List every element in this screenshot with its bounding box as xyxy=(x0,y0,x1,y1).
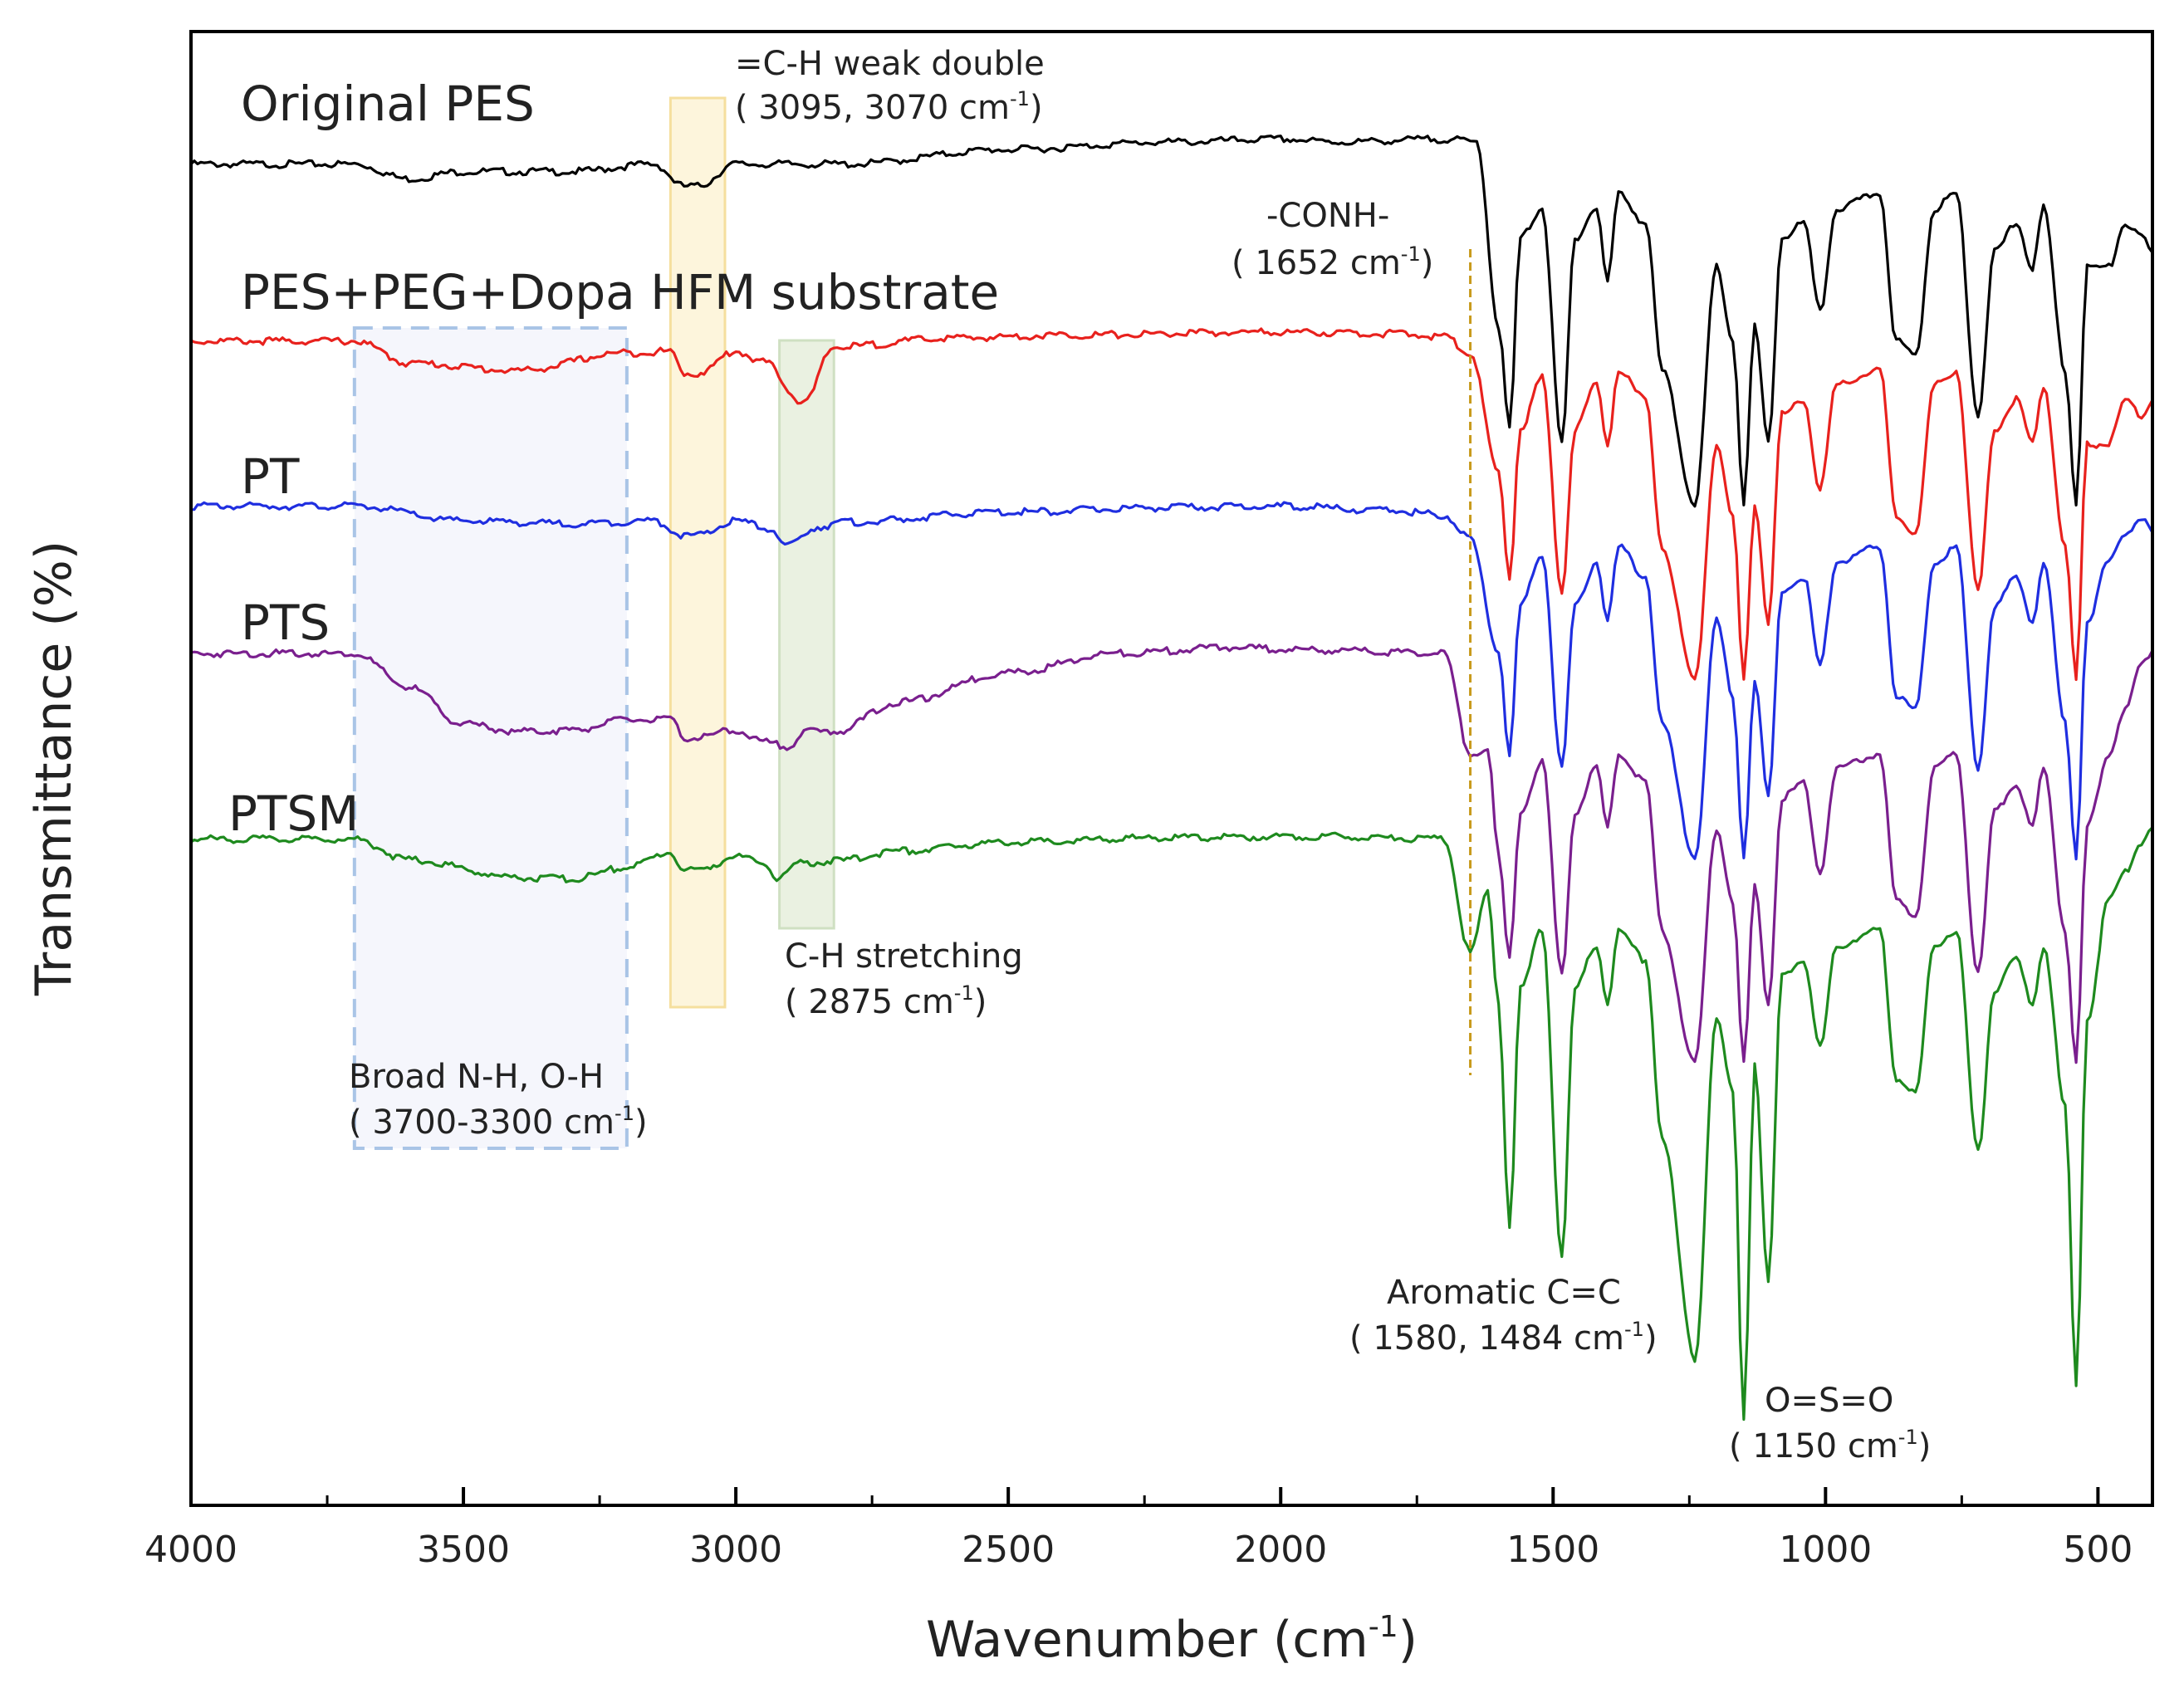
series-label-pt: PT xyxy=(241,448,300,505)
annotation-oso-line1: O=S=O xyxy=(1765,1382,1893,1420)
x-tick-label: 3500 xyxy=(417,1529,510,1571)
annotation-conh-line1: -CONH- xyxy=(1266,197,1389,235)
x-tick-label: 1000 xyxy=(1779,1529,1872,1571)
annotation-nh-oh-line1: Broad N-H, O-H xyxy=(349,1058,604,1096)
series-line-ptsm xyxy=(190,826,2154,1421)
plot-frame xyxy=(189,30,2154,1507)
series-label-pes-peg-dopa: PES+PEG+Dopa HFM substrate xyxy=(241,264,999,320)
x-ticks: 4000 3500 3000 2500 2000 1500 1000 500 xyxy=(144,1487,2133,1571)
series-label-ptsm: PTSM xyxy=(228,785,359,842)
series-line-pt xyxy=(190,501,2154,861)
x-tick-label: 4000 xyxy=(144,1529,237,1571)
annotation-aromatic-line2: ( 1580, 1484 cm-1) xyxy=(1349,1318,1658,1358)
annotation-ch-weak-line2: ( 3095, 3070 cm-1) xyxy=(735,87,1043,127)
series-line-original-pes xyxy=(189,135,2154,508)
annotation-aromatic-line1: Aromatic C=C xyxy=(1387,1274,1621,1312)
annotation-oso: O=S=O ( 1150 cm-1) xyxy=(1729,1382,1931,1465)
annotation-ch-stretch-line2: ( 2875 cm-1) xyxy=(785,981,987,1021)
series-label-original-pes: Original PES xyxy=(241,76,535,132)
series-label-pts: PTS xyxy=(241,594,330,651)
annotation-nh-oh: Broad N-H, O-H ( 3700-3300 cm-1) xyxy=(349,1058,648,1142)
x-axis-title: Wavenumber (cm-1) xyxy=(926,1610,1418,1669)
annotation-conh-line2: ( 1652 cm-1) xyxy=(1232,242,1433,282)
highlight-regions xyxy=(352,96,835,1150)
annotation-ch-weak-line1: =C-H weak double xyxy=(735,45,1045,83)
x-tick-label: 500 xyxy=(2063,1529,2133,1571)
annotation-nh-oh-line2: ( 3700-3300 cm-1) xyxy=(349,1102,648,1142)
region-nh-oh xyxy=(352,326,629,1150)
x-tick-label: 2000 xyxy=(1234,1529,1327,1571)
series-line-pts xyxy=(190,643,2154,1064)
x-tick-label: 2500 xyxy=(962,1529,1055,1571)
annotation-conh: -CONH- ( 1652 cm-1) xyxy=(1232,197,1433,282)
annotation-aromatic: Aromatic C=C ( 1580, 1484 cm-1) xyxy=(1349,1274,1658,1358)
annotation-oso-line2: ( 1150 cm-1) xyxy=(1729,1426,1931,1465)
annotation-ch-stretch-line1: C-H stretching xyxy=(785,937,1023,976)
region-ch-weak xyxy=(668,96,727,1009)
y-axis-title: Transmittance (%) xyxy=(25,541,83,996)
annotation-ch-weak: =C-H weak double ( 3095, 3070 cm-1) xyxy=(735,45,1045,127)
x-tick-label: 1500 xyxy=(1506,1529,1599,1571)
series-line-pes-peg-dopa-hfm-substrate xyxy=(190,327,2154,682)
region-ch-stretch xyxy=(778,339,835,930)
series-lines xyxy=(189,135,2154,1421)
annotation-ch-stretch: C-H stretching ( 2875 cm-1) xyxy=(785,937,1023,1021)
x-tick-label: 3000 xyxy=(689,1529,782,1571)
